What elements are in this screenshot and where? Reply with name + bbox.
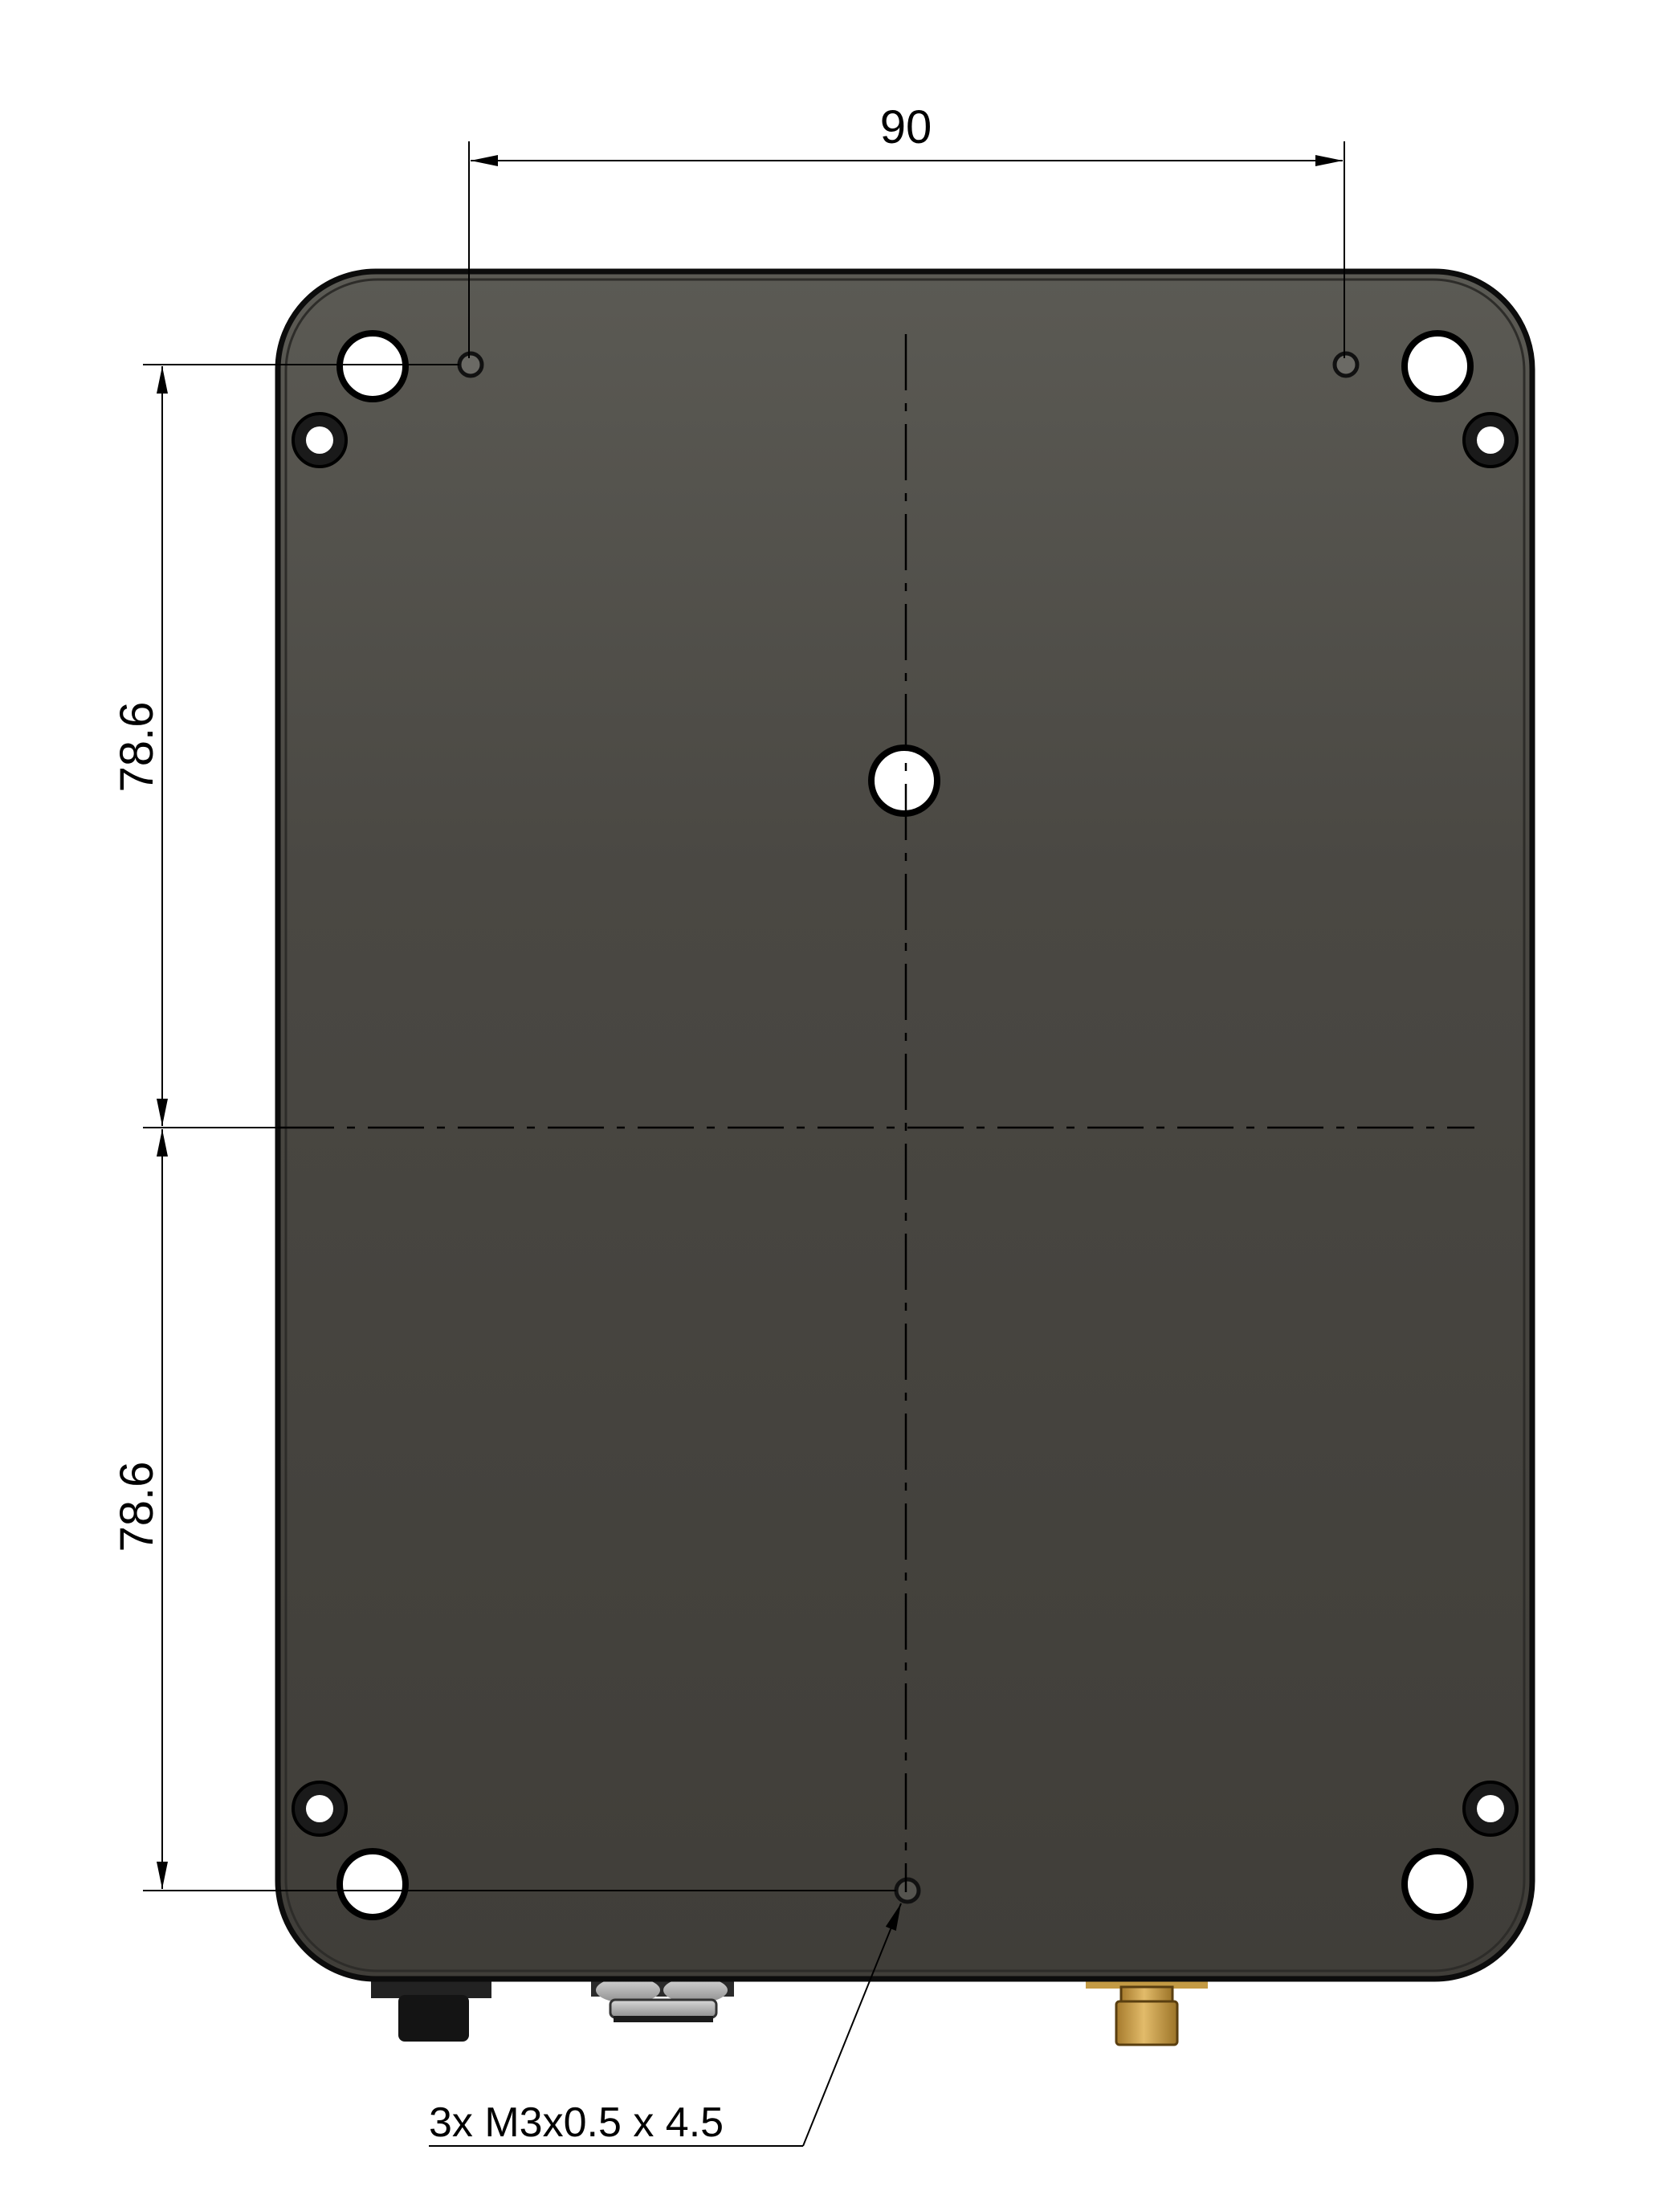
hole-large-bottom-right <box>1401 1848 1474 1920</box>
callout-leader <box>429 1903 902 2147</box>
hole-small-bottom-left <box>292 1781 348 1837</box>
hole-large-top-left <box>336 330 409 402</box>
mounting-holes-large <box>336 330 1474 1920</box>
brass-rf-connector <box>1086 1977 1208 2046</box>
dimension-horizontal <box>468 141 1345 358</box>
round-connector-left <box>371 1977 491 2042</box>
callout-label: 3x M3x0.5 x 4.5 <box>429 2099 724 2146</box>
dimension-label-upper: 78.6 <box>111 702 163 793</box>
hole-large-center <box>868 745 940 817</box>
hole-large-bottom-left <box>336 1848 409 1920</box>
center-lines <box>278 334 1474 1892</box>
hole-small-top-left <box>292 412 348 468</box>
threaded-hole-top-left <box>457 351 484 378</box>
hole-small-top-right <box>1462 412 1519 468</box>
threaded-hole-bottom-center <box>894 1877 921 1904</box>
hole-large-top-right <box>1401 330 1474 402</box>
dimension-label-lower: 78.6 <box>111 1462 163 1552</box>
plate-inner-edge <box>284 278 1526 1972</box>
threaded-hole-top-right <box>1332 351 1360 378</box>
hole-small-bottom-right <box>1462 1781 1519 1837</box>
mounting-holes-small <box>292 412 1519 1837</box>
leader-line <box>802 1903 902 2147</box>
dimension-vertical <box>143 364 896 1891</box>
gland-connector-center <box>591 1977 734 2022</box>
connectors <box>371 1977 1208 2046</box>
dimension-label-90: 90 <box>880 101 932 153</box>
